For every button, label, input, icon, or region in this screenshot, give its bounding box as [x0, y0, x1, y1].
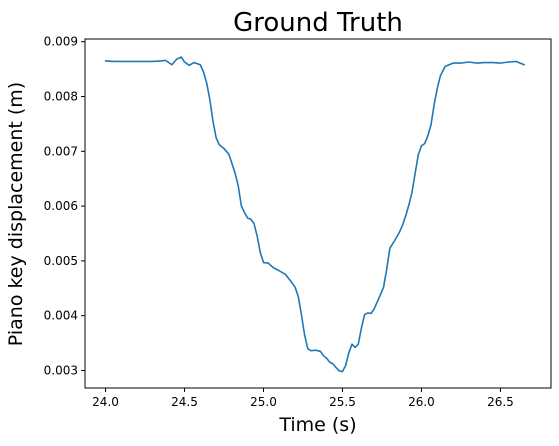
y-tick-label: 0.006: [44, 199, 78, 213]
x-axis-label: Time (s): [278, 414, 356, 436]
series-line: [104, 56, 525, 373]
x-tick-label: 24.0: [92, 395, 119, 409]
y-tick-label: 0.008: [44, 90, 78, 104]
x-tick-label: 25.5: [329, 395, 356, 409]
y-axis-label: Piano key displacement (m): [5, 82, 27, 346]
series-layer: [104, 56, 525, 373]
y-tick-label: 0.004: [44, 309, 78, 323]
plot-area: [84, 38, 552, 389]
y-tick-label: 0.003: [44, 363, 78, 377]
x-axis: 24.0 24.5 25.0 25.5 26.0 26.5: [92, 388, 514, 409]
x-tick-label: 25.0: [250, 395, 277, 409]
y-axis: 0.003 0.004 0.005 0.006 0.007 0.008 0.009: [44, 35, 85, 377]
y-tick-label: 0.007: [44, 144, 78, 158]
x-tick-label: 26.0: [408, 395, 435, 409]
y-tick-label: 0.005: [44, 254, 78, 268]
x-tick-label: 26.5: [487, 395, 514, 409]
chart-title: Ground Truth: [233, 8, 403, 38]
x-tick-label: 24.5: [171, 395, 198, 409]
y-tick-label: 0.009: [44, 35, 78, 49]
